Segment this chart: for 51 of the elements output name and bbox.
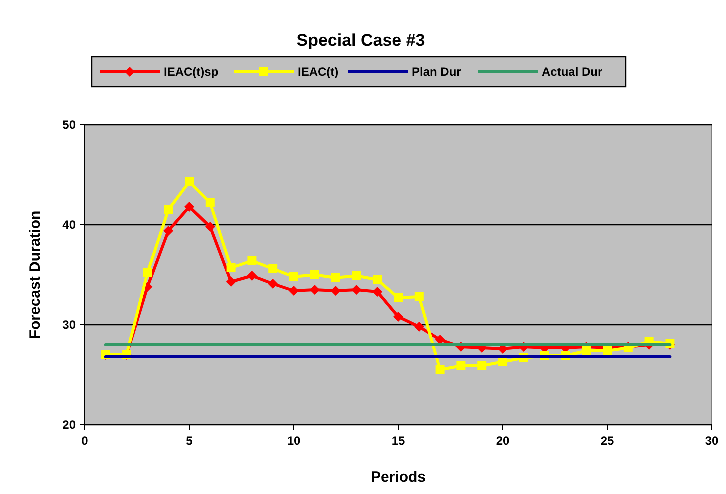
y-tick-label: 30 [62,318,76,332]
point [435,335,446,345]
point [184,202,194,212]
point [582,346,592,356]
point [164,226,174,236]
point [247,271,258,281]
point [290,272,298,282]
point [226,277,236,287]
x-tick-label: 20 [496,434,510,448]
point [310,285,320,295]
legend-label: Plan Dur [412,65,462,80]
point [436,366,445,374]
chart-title: Special Case #3 [296,31,426,50]
point [352,285,362,295]
y-axis-title: Forecast Duration [27,210,44,340]
x-tick-label: 10 [287,434,301,448]
point [268,264,278,274]
point [414,322,424,332]
legend-label: Actual Dur [542,65,604,80]
legend-label: IEAC(t) [298,65,339,80]
y-tick-label: 20 [62,418,76,432]
point [478,362,487,370]
x-tick-label: 25 [600,434,614,448]
point [372,287,383,297]
point [310,270,320,280]
point [456,362,466,370]
x-tick-label: 30 [705,434,719,448]
point [331,274,340,282]
point [268,279,278,289]
point [164,206,174,214]
point [330,286,341,296]
point [206,198,215,208]
point [373,276,382,284]
y-tick-label: 40 [62,218,76,232]
point [205,222,216,232]
point [394,294,403,302]
point [226,264,236,272]
x-tick-label: 5 [186,434,194,448]
point [185,178,194,186]
point [248,256,257,266]
point [289,286,299,296]
legend-label: IEAC(t)sp [164,65,219,80]
x-axis-title: Periods [370,469,426,486]
x-tick-label: 15 [392,434,406,448]
point [352,272,362,280]
point [414,292,424,302]
x-tick-label: 0 [82,434,89,448]
point [143,268,152,278]
point [603,346,612,356]
y-tick-label: 50 [62,118,76,132]
point [394,312,404,322]
